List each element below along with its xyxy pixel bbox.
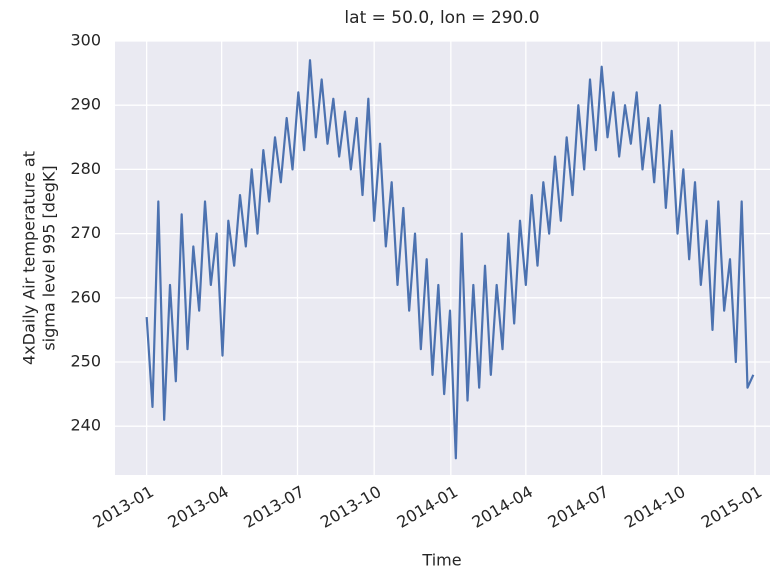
x-tick-label: 2014-01 — [394, 482, 461, 532]
y-tick-label: 280 — [70, 159, 101, 178]
y-axis-label-line: sigma level 995 [degK] — [40, 165, 59, 350]
x-tick-label: 2013-10 — [317, 482, 384, 532]
y-tick-label: 240 — [70, 416, 101, 435]
data-line — [145, 59, 755, 460]
y-tick-label: 250 — [70, 352, 101, 371]
x-tick-label: 2014-10 — [621, 482, 688, 532]
chart-title: lat = 50.0, lon = 290.0 — [344, 8, 539, 28]
x-tick-label: 2014-07 — [545, 482, 612, 532]
y-tick-label: 260 — [70, 287, 101, 306]
x-tick-label: 2014-04 — [469, 482, 536, 532]
x-tick-label: 2013-01 — [90, 482, 157, 532]
x-axis-label: Time — [421, 551, 461, 570]
y-tick-label: 300 — [70, 31, 101, 50]
y-tick-label: 290 — [70, 95, 101, 114]
x-tick-label: 2013-07 — [240, 482, 307, 532]
y-tick-label: 270 — [70, 223, 101, 242]
y-axis-label: 4xDaily Air temperature at sigma level 9… — [20, 151, 59, 365]
x-tick-label: 2015-01 — [698, 482, 765, 532]
y-axis-label-line: 4xDaily Air temperature at — [20, 151, 39, 365]
x-tick-label: 2013-04 — [165, 482, 232, 532]
